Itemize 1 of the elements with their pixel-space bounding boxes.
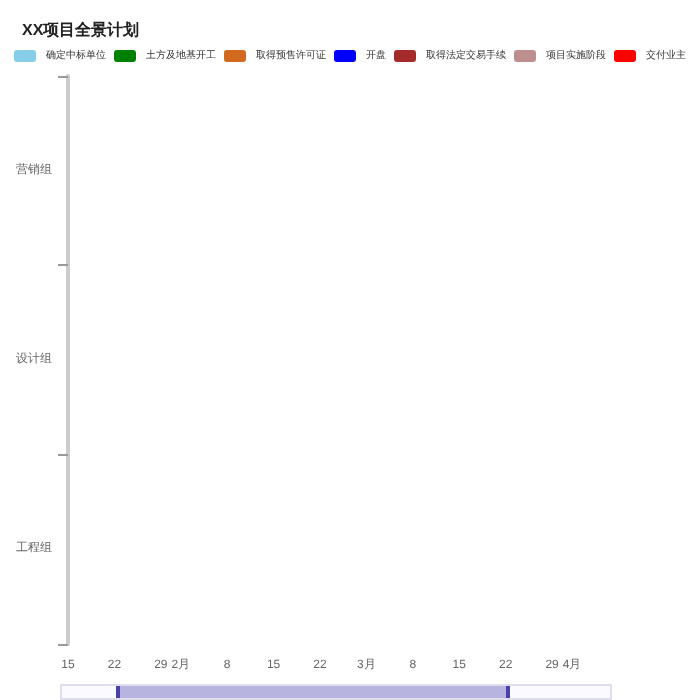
chart-title: XX项目全景计划 xyxy=(22,21,140,39)
